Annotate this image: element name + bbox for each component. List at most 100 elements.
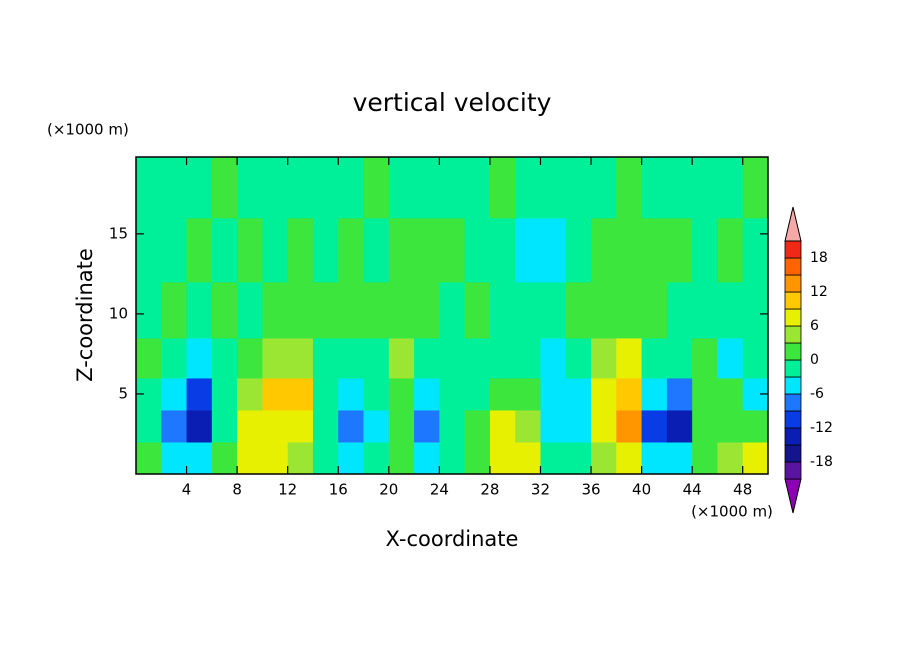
field-cell — [312, 337, 339, 379]
field-cell — [641, 281, 668, 339]
colorbar-under — [784, 478, 802, 514]
x-tick-label: 32 — [531, 481, 550, 499]
field-cell — [186, 281, 213, 339]
field-cell — [211, 337, 238, 379]
x-tick-label: 48 — [733, 481, 752, 499]
field-cell — [489, 157, 516, 219]
colorbar-tick-label: -12 — [810, 420, 833, 436]
colorbar-over — [784, 206, 802, 242]
colorbar-box — [784, 393, 802, 412]
field-cell — [439, 409, 466, 443]
field-cell — [262, 377, 289, 411]
field-cell — [338, 377, 365, 411]
field-cell — [464, 217, 491, 283]
field-cell — [439, 377, 466, 411]
field-cell — [692, 377, 718, 411]
field-cell — [692, 409, 718, 443]
plot-frame — [135, 156, 769, 475]
field-cell — [237, 377, 263, 411]
field-cell — [439, 217, 466, 283]
field-cell — [414, 281, 440, 339]
field-cell — [262, 217, 289, 283]
colorbar-tick-label: 18 — [810, 250, 828, 266]
field-cell — [338, 441, 365, 474]
colorbar-box — [784, 376, 802, 395]
colorbar-box — [784, 427, 802, 446]
field-cell — [717, 409, 744, 443]
field-cell — [489, 281, 516, 339]
field-cell — [338, 281, 365, 339]
field-cell — [540, 217, 567, 283]
field-cell — [515, 157, 541, 219]
x-tick-label: 40 — [632, 481, 651, 499]
y-tick-label: 10 — [109, 304, 128, 322]
field-cell — [287, 281, 314, 339]
colorbar-box — [784, 274, 802, 293]
colorbar-box — [784, 257, 802, 276]
colorbar-box — [784, 444, 802, 463]
field-cell — [515, 409, 541, 443]
field-cell — [565, 337, 592, 379]
field-cell — [591, 217, 617, 283]
field-cell — [414, 441, 440, 474]
x-tick-label: 12 — [278, 481, 297, 499]
field-cell — [287, 441, 314, 474]
field-cell — [591, 409, 617, 443]
field-cell — [591, 281, 617, 339]
field-cell — [414, 337, 440, 379]
field-cell — [489, 377, 516, 411]
field-cell — [565, 281, 592, 339]
field-cell — [692, 441, 718, 474]
field-cell — [262, 281, 289, 339]
field-cell — [717, 337, 744, 379]
field-cell — [414, 217, 440, 283]
field-cell — [540, 281, 567, 339]
field-cell — [237, 409, 263, 443]
field-cell — [641, 441, 668, 474]
field-cell — [717, 157, 744, 219]
colorbar-tick-label: 6 — [810, 318, 819, 334]
field-cell — [136, 409, 162, 443]
field-cell — [439, 441, 466, 474]
field-cell — [742, 157, 768, 219]
field-cell — [338, 409, 365, 443]
field-cell — [312, 281, 339, 339]
field-cell — [363, 441, 390, 474]
colorbar-box — [784, 291, 802, 310]
x-tick-label: 28 — [480, 481, 499, 499]
field-cell — [237, 217, 263, 283]
field-cell — [414, 157, 440, 219]
x-tick-label: 44 — [683, 481, 702, 499]
field-cell — [262, 441, 289, 474]
field-cell — [666, 377, 693, 411]
field-cell — [616, 217, 643, 283]
field-cell — [388, 281, 415, 339]
field-cell — [591, 337, 617, 379]
field-cell — [591, 157, 617, 219]
colorbar-tick-label: -18 — [810, 454, 833, 470]
field-cell — [211, 409, 238, 443]
field-cell — [388, 157, 415, 219]
field-cell — [540, 441, 567, 474]
field-cell — [565, 441, 592, 474]
field-cell — [414, 409, 440, 443]
field-cell — [464, 337, 491, 379]
colorbar-box — [784, 342, 802, 361]
x-tick-label: 20 — [379, 481, 398, 499]
field-cell — [414, 377, 440, 411]
field-cell — [388, 217, 415, 283]
field-cell — [641, 157, 668, 219]
colorbar-box — [784, 308, 802, 327]
field-cell — [464, 157, 491, 219]
field-cell — [464, 409, 491, 443]
field-cell — [338, 217, 365, 283]
colorbar-box — [784, 410, 802, 429]
colorbar-tick-label: 12 — [810, 284, 828, 300]
colorbar-box — [784, 325, 802, 344]
colorbar-box — [784, 461, 802, 480]
field-cell — [186, 441, 213, 474]
field-cell — [237, 281, 263, 339]
field-cell — [136, 281, 162, 339]
field-cell — [641, 217, 668, 283]
